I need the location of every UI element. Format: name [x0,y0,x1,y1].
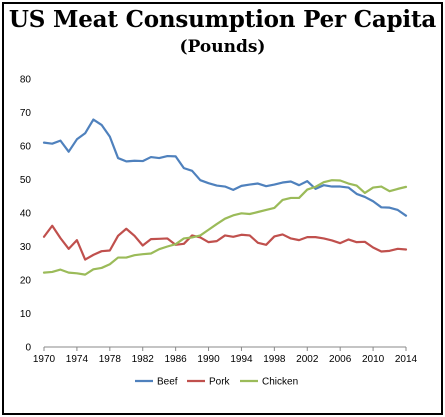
x-tick-label: 1994 [230,354,253,365]
series-line-chicken [42,179,408,276]
x-tick-label: 1986 [165,354,188,365]
y-tick-label: 30 [20,242,32,253]
x-tick-label: 2010 [362,354,385,365]
legend: Beef Pork Chicken [135,377,298,388]
x-axis-ticks: 1970 1974 1978 1982 1986 1990 1994 1998 2002 2006… [33,347,418,365]
series-line-beef [42,118,408,217]
x-tick-label: 1990 [197,354,220,365]
x-tick-label: 2006 [329,354,352,365]
y-tick-label: 0 [25,343,31,354]
y-axis-ticks: 0 10 20 30 40 50 60 70 80 [20,75,32,354]
y-tick-label: 40 [20,209,32,220]
x-tick-label: 2002 [296,354,319,365]
x-tick-label: 1982 [132,354,155,365]
y-tick-label: 80 [20,75,32,86]
y-tick-label: 10 [20,309,32,320]
x-tick-label: 2014 [395,354,418,365]
x-tick-label: 1978 [99,354,122,365]
series-line-pork [42,224,408,261]
legend-label-chicken: Chicken [262,377,298,388]
x-tick-label: 1998 [263,354,286,365]
chart-subtitle: (Pounds) [179,37,266,57]
x-tick-label: 1974 [66,354,89,365]
y-tick-label: 70 [20,108,32,119]
series-lines [42,118,408,276]
y-tick-label: 60 [20,142,32,153]
chart-title: US Meat Consumption Per Capita [8,6,437,33]
legend-label-pork: Pork [209,377,231,388]
x-tick-label: 1970 [33,354,56,365]
legend-label-beef: Beef [157,377,178,388]
y-tick-label: 20 [20,276,32,287]
y-tick-label: 50 [20,175,32,186]
